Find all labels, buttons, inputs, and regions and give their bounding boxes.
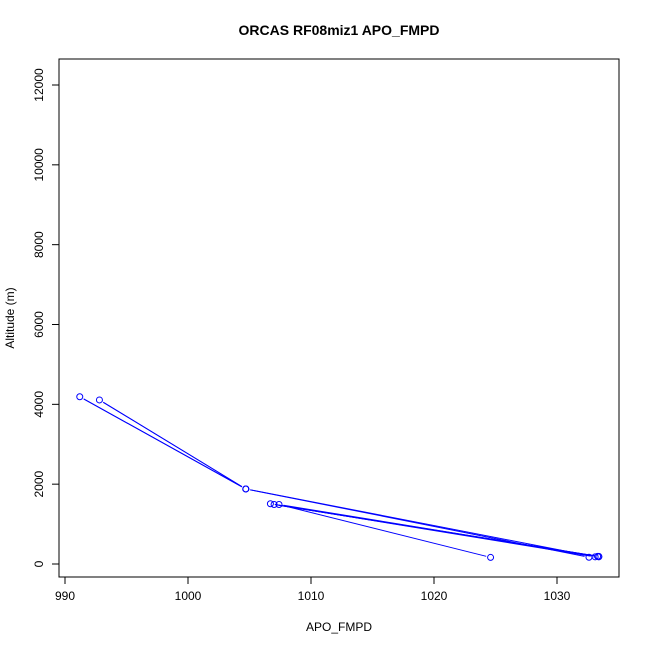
data-point bbox=[76, 393, 84, 401]
data-point bbox=[95, 396, 103, 404]
series-segment bbox=[103, 401, 243, 488]
y-axis-label: Altitude (m) bbox=[3, 287, 17, 348]
plot-frame bbox=[58, 58, 620, 578]
data-point bbox=[585, 553, 593, 561]
x-tick-label: 1010 bbox=[298, 589, 325, 603]
data-point bbox=[487, 553, 495, 561]
y-tick-label: 8000 bbox=[32, 231, 46, 258]
y-tick-label: 10000 bbox=[32, 148, 46, 182]
x-tick-label: 1030 bbox=[544, 589, 571, 603]
y-tick-label: 2000 bbox=[32, 470, 46, 497]
series-segment bbox=[283, 505, 487, 557]
x-tick-label: 1020 bbox=[421, 589, 448, 603]
data-point bbox=[270, 501, 278, 509]
x-axis-label: APO_FMPD bbox=[306, 620, 372, 634]
data-point bbox=[266, 500, 274, 508]
y-axis: 0 2000 4000 6000 8000 10000 12000 bbox=[32, 68, 60, 567]
y-tick-label: 0 bbox=[32, 560, 46, 567]
data-point bbox=[595, 553, 603, 561]
x-tick-label: 1000 bbox=[175, 589, 202, 603]
chart-title: ORCAS RF08miz1 APO_FMPD bbox=[239, 22, 440, 38]
series-segment bbox=[250, 489, 585, 557]
x-axis: 990 1000 1010 1020 1030 bbox=[55, 576, 571, 603]
y-tick-label: 6000 bbox=[32, 311, 46, 338]
y-tick-label: 12000 bbox=[32, 68, 46, 102]
data-point bbox=[242, 485, 250, 493]
y-tick-label: 4000 bbox=[32, 391, 46, 418]
series-segment bbox=[83, 398, 243, 488]
x-tick-label: 990 bbox=[55, 589, 75, 603]
series-layer bbox=[76, 393, 603, 561]
data-point bbox=[275, 501, 283, 509]
